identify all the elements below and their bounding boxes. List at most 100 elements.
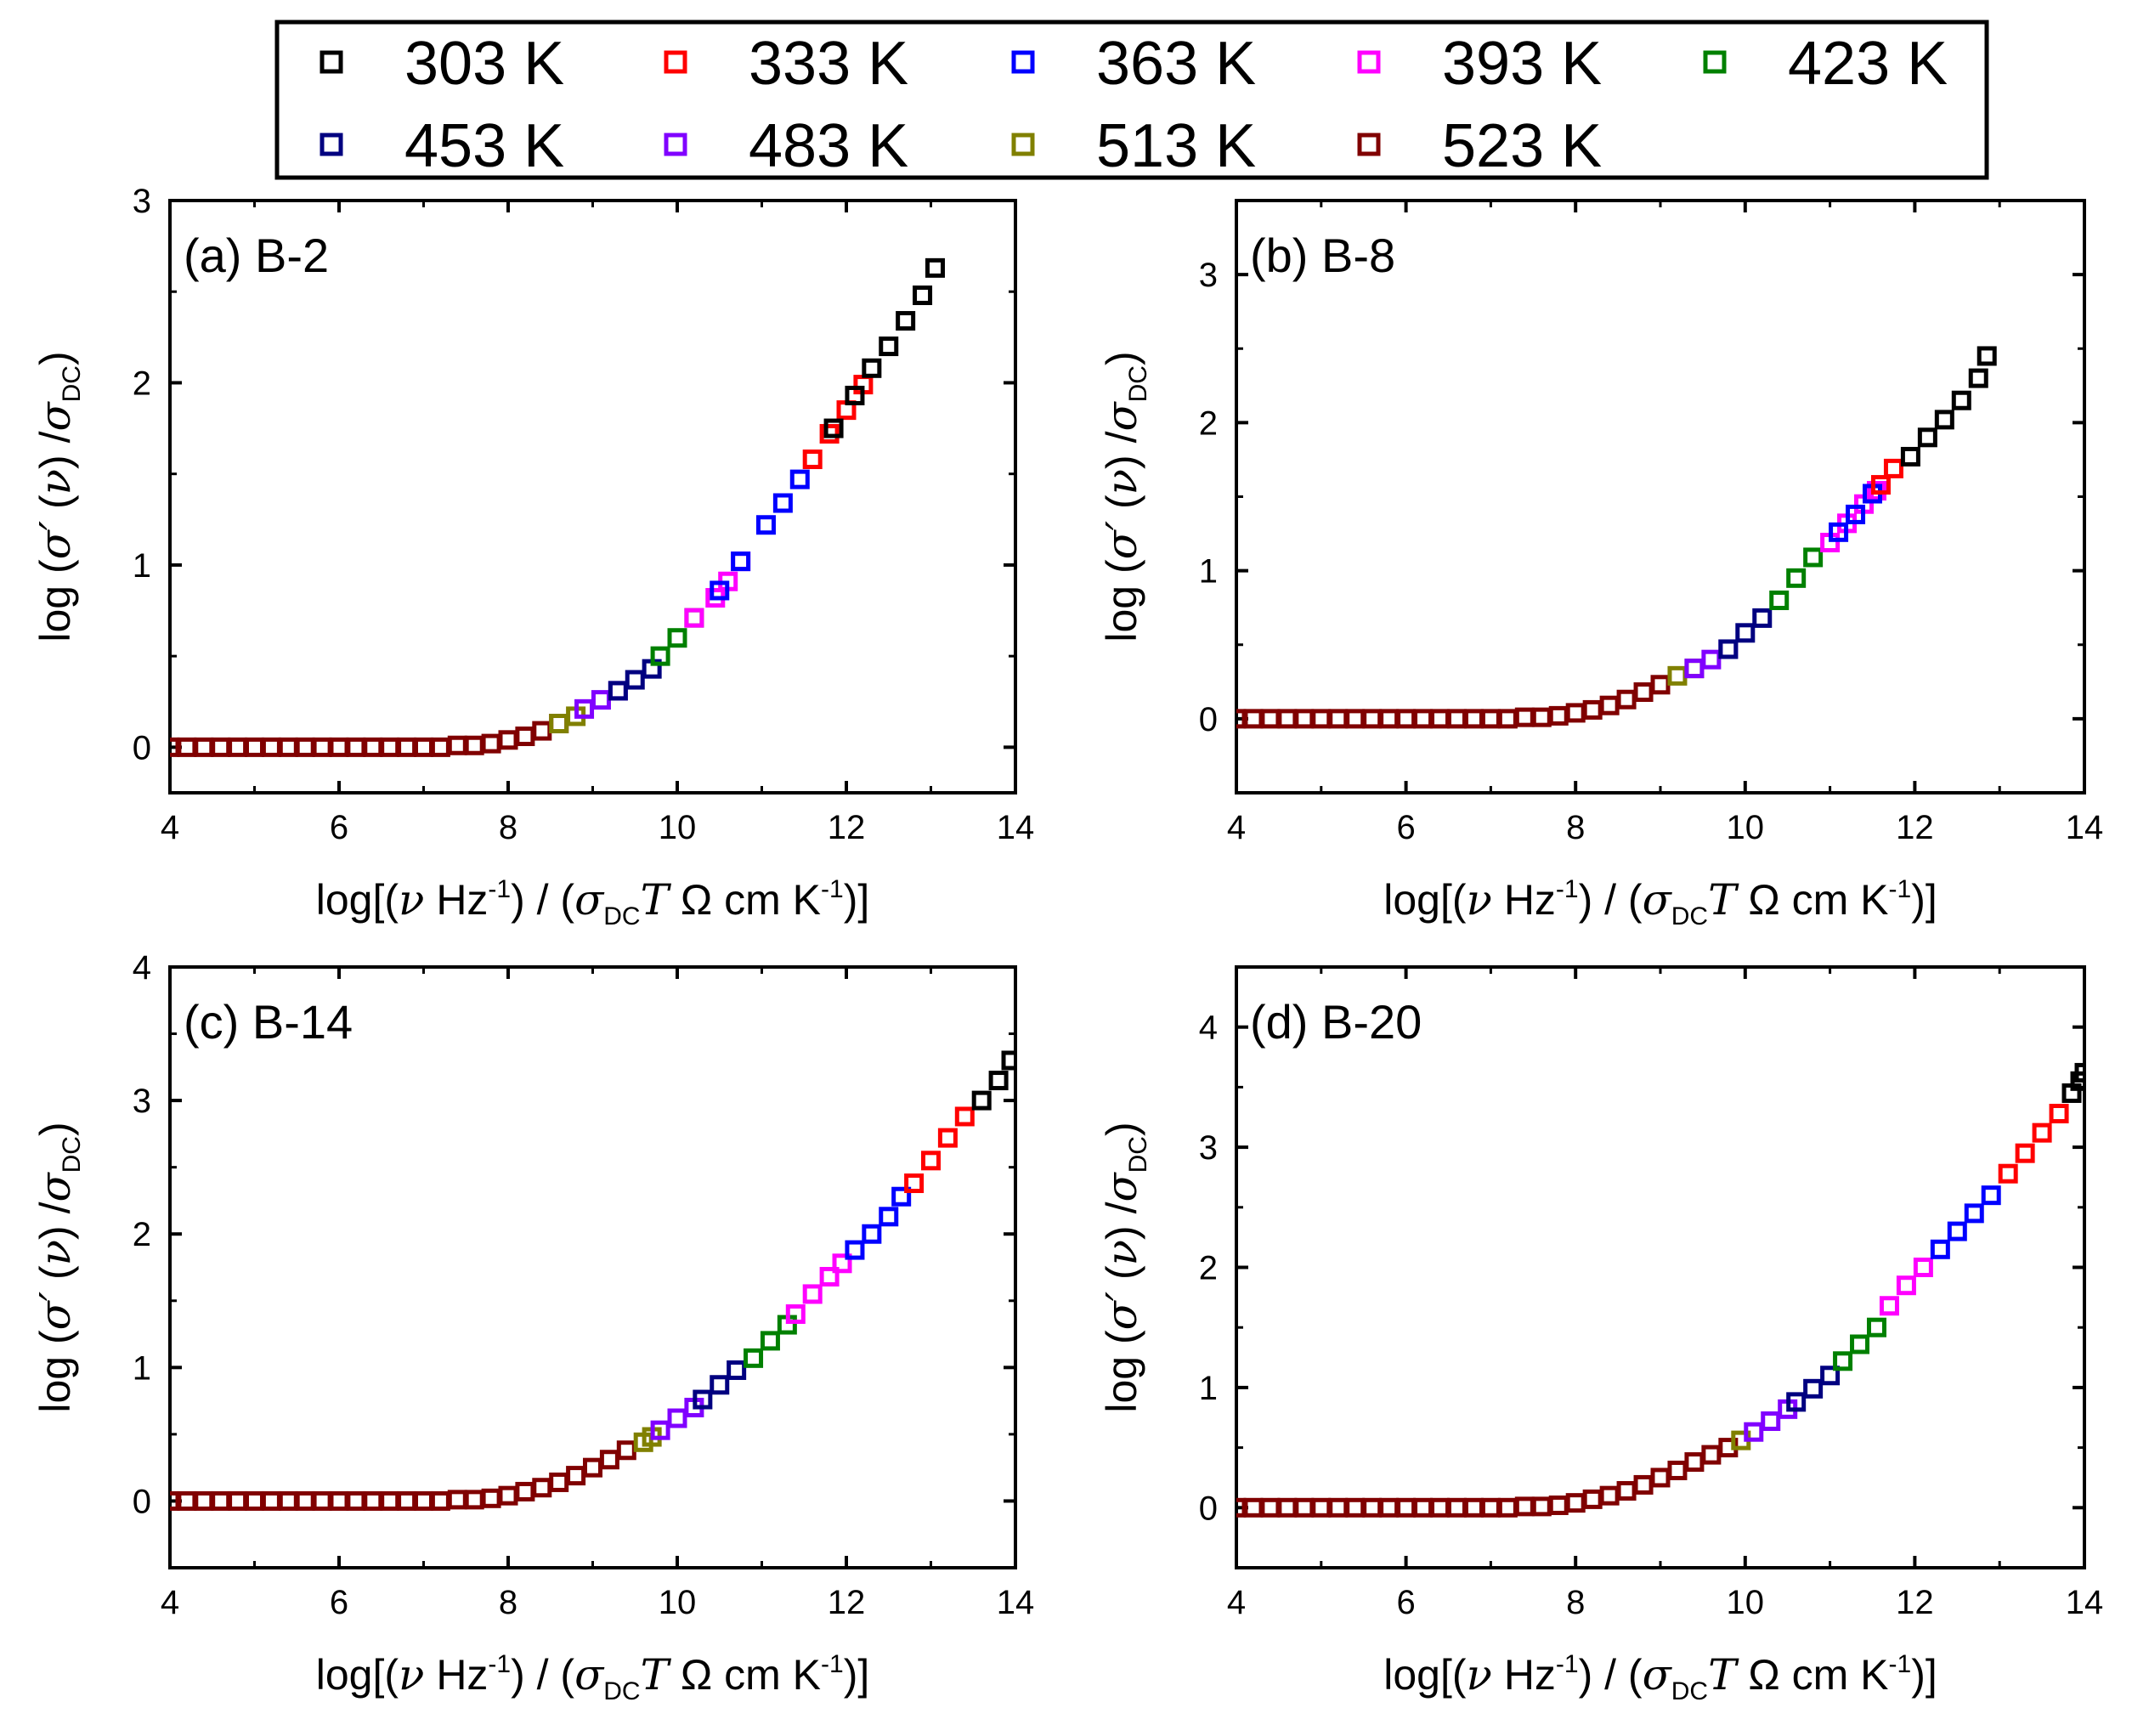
data-point <box>1718 639 1739 659</box>
data-point <box>1413 709 1434 729</box>
data-point <box>1701 649 1722 670</box>
data-point <box>1951 390 1971 410</box>
data-point <box>744 1348 764 1368</box>
data-point <box>971 1090 992 1111</box>
data-point <box>954 1106 975 1127</box>
data-point <box>1430 1497 1451 1518</box>
data-point <box>802 450 823 470</box>
legend-marker <box>664 50 687 74</box>
data-point <box>1531 1496 1552 1517</box>
y-tick-label: 4 <box>133 949 151 987</box>
data-point <box>1548 705 1569 726</box>
data-point <box>731 551 751 572</box>
data-point <box>1684 1452 1705 1473</box>
x-tick-label: 4 <box>161 809 179 846</box>
data-point <box>278 737 298 757</box>
data-point <box>211 1490 231 1511</box>
data-point <box>599 1450 619 1470</box>
data-point <box>1866 1317 1886 1337</box>
data-point <box>1786 1392 1807 1412</box>
data-point <box>532 1478 552 1498</box>
data-point <box>1531 707 1552 727</box>
data-point <box>1345 709 1366 729</box>
data-point <box>2070 1071 2084 1091</box>
data-point <box>819 1266 840 1286</box>
data-point <box>346 737 366 757</box>
x-tick-label: 8 <box>499 809 517 846</box>
y-tick-label: 2 <box>1199 404 1218 442</box>
data-point <box>295 1490 315 1511</box>
data-point <box>1900 446 1920 467</box>
y-tick-label: 1 <box>1199 553 1218 591</box>
legend-label: 333 K <box>749 30 908 98</box>
data-point <box>937 1128 958 1148</box>
data-point <box>667 628 687 648</box>
x-tick-label: 12 <box>828 809 866 846</box>
data-point <box>1846 504 1866 524</box>
data-point <box>430 737 450 757</box>
y-axis-label: log (σ′ (ν) /σDC) <box>31 351 86 642</box>
data-point <box>430 1490 450 1511</box>
data-point <box>710 1375 730 1395</box>
legend-marker <box>320 50 343 74</box>
data-point <box>447 1490 467 1510</box>
data-point <box>1396 709 1417 729</box>
data-point <box>1277 709 1298 729</box>
data-point <box>2074 1062 2084 1083</box>
x-tick-label: 8 <box>1566 1584 1585 1621</box>
data-point <box>684 608 704 628</box>
data-point <box>789 469 810 489</box>
data-point <box>608 681 628 701</box>
data-point <box>515 727 535 747</box>
data-point <box>1514 707 1535 727</box>
panel-label: (c) B-14 <box>184 995 353 1049</box>
data-point <box>1998 1163 2018 1184</box>
data-point <box>1616 689 1637 710</box>
data-point <box>1294 1497 1315 1518</box>
data-point <box>498 1485 518 1506</box>
y-axis-label: log (σ′ (ν) /σDC) <box>31 1122 86 1412</box>
data-point <box>684 608 704 628</box>
x-tick-label: 10 <box>1727 809 1765 846</box>
legend-marker <box>1703 50 1727 74</box>
data-point <box>312 737 332 757</box>
panel-label: (d) B-20 <box>1250 995 1422 1049</box>
data-point <box>1744 1422 1764 1442</box>
y-tick-label: 4 <box>1199 1009 1218 1047</box>
data-point <box>625 670 645 690</box>
x-tick-label: 4 <box>1227 1584 1246 1621</box>
x-tick-label: 12 <box>1896 1584 1934 1621</box>
plot-frame <box>168 965 1017 1569</box>
data-point <box>896 311 916 331</box>
data-point <box>1930 1239 1950 1259</box>
legend-label: 423 K <box>1788 30 1948 98</box>
y-axis-label: log (σ′ (ν) /σDC) <box>1097 1122 1152 1412</box>
data-point <box>1311 1497 1332 1518</box>
data-point <box>1820 1366 1841 1386</box>
y-tick-label: 1 <box>133 547 151 585</box>
data-point <box>1633 682 1654 703</box>
data-point <box>329 737 349 757</box>
legend-marker <box>1357 133 1381 156</box>
data-point <box>1769 590 1790 610</box>
data-point <box>1379 1497 1400 1518</box>
data-point <box>583 1457 602 1478</box>
data-point <box>1599 1485 1620 1506</box>
data-point <box>760 1331 780 1351</box>
legend-marker <box>1011 133 1035 156</box>
data-point <box>879 1207 899 1227</box>
legend-label: 393 K <box>1442 30 1602 98</box>
y-tick-label: 2 <box>1199 1250 1218 1287</box>
data-points <box>1236 1062 2084 1518</box>
data-point <box>1514 1496 1535 1517</box>
data-point <box>1803 1378 1824 1399</box>
data-point <box>1565 703 1586 723</box>
data-point <box>731 551 751 572</box>
y-tick-label: 0 <box>1199 701 1218 738</box>
data-point <box>1761 1411 1781 1431</box>
data-points <box>170 1050 1015 1511</box>
